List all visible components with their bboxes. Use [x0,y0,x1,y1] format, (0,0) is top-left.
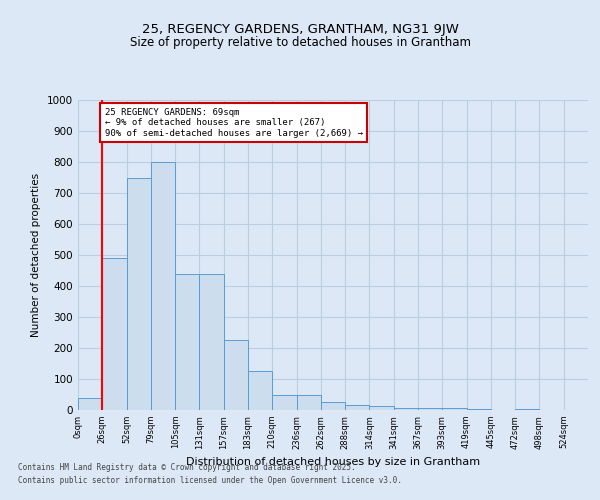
Bar [272,394,296,410]
Bar [224,340,248,410]
Bar [296,394,321,410]
Text: 25, REGENCY GARDENS, GRANTHAM, NG31 9JW: 25, REGENCY GARDENS, GRANTHAM, NG31 9JW [142,22,458,36]
Bar [442,408,467,410]
X-axis label: Distribution of detached houses by size in Grantham: Distribution of detached houses by size … [186,457,480,467]
Bar [102,258,127,410]
Bar [370,406,394,410]
Text: 25 REGENCY GARDENS: 69sqm
← 9% of detached houses are smaller (267)
90% of semi-: 25 REGENCY GARDENS: 69sqm ← 9% of detach… [105,108,363,138]
Y-axis label: Number of detached properties: Number of detached properties [31,173,41,337]
Bar [175,274,199,410]
Bar [418,408,442,410]
Bar [127,178,151,410]
Bar [78,398,102,410]
Bar [394,408,418,410]
Bar [199,274,224,410]
Bar [321,402,345,410]
Text: Contains public sector information licensed under the Open Government Licence v3: Contains public sector information licen… [18,476,402,485]
Bar [151,162,175,410]
Text: Contains HM Land Registry data © Crown copyright and database right 2025.: Contains HM Land Registry data © Crown c… [18,464,356,472]
Bar [248,371,272,410]
Bar [345,406,370,410]
Text: Size of property relative to detached houses in Grantham: Size of property relative to detached ho… [130,36,470,49]
